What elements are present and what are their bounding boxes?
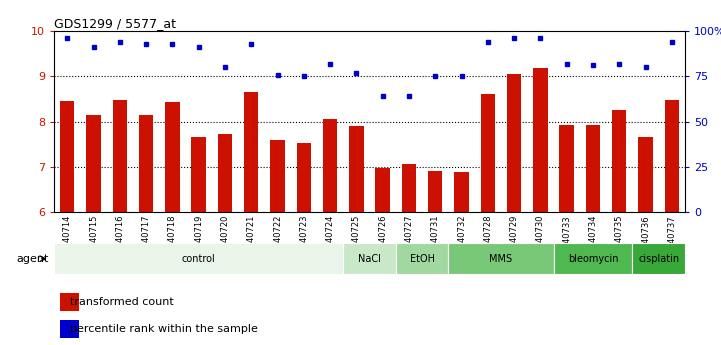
Bar — [218, 134, 232, 212]
Text: transformed count: transformed count — [70, 297, 174, 307]
Bar — [139, 115, 154, 212]
Bar — [60, 101, 74, 212]
Bar — [270, 140, 285, 212]
Bar — [244, 92, 258, 212]
Bar — [559, 125, 574, 212]
Text: NaCl: NaCl — [358, 254, 381, 264]
Bar — [428, 171, 443, 212]
Bar — [448, 243, 554, 274]
Text: MMS: MMS — [490, 254, 513, 264]
Bar — [481, 93, 495, 212]
Text: percentile rank within the sample: percentile rank within the sample — [70, 324, 257, 334]
Bar — [396, 243, 448, 274]
Bar — [454, 172, 469, 212]
Bar — [323, 119, 337, 212]
Bar — [61, 320, 79, 337]
Bar — [612, 110, 627, 212]
Bar — [61, 294, 79, 311]
Text: bleomycin: bleomycin — [567, 254, 618, 264]
Text: GDS1299 / 5577_at: GDS1299 / 5577_at — [54, 17, 176, 30]
Bar — [507, 74, 521, 212]
Bar — [632, 243, 685, 274]
Bar — [554, 243, 632, 274]
Text: cisplatin: cisplatin — [638, 254, 679, 264]
Bar — [165, 102, 180, 212]
Bar — [54, 243, 343, 274]
Bar — [112, 100, 127, 212]
Bar — [638, 137, 653, 212]
Bar — [665, 100, 679, 212]
Bar — [402, 164, 416, 212]
Bar — [343, 243, 396, 274]
Bar — [533, 68, 548, 212]
Bar — [191, 137, 206, 212]
Text: control: control — [182, 254, 216, 264]
Bar — [376, 168, 390, 212]
Bar — [87, 115, 101, 212]
Bar — [585, 125, 600, 212]
Bar — [349, 126, 363, 212]
Text: agent: agent — [16, 254, 48, 264]
Text: EtOH: EtOH — [410, 254, 435, 264]
Bar — [296, 143, 311, 212]
